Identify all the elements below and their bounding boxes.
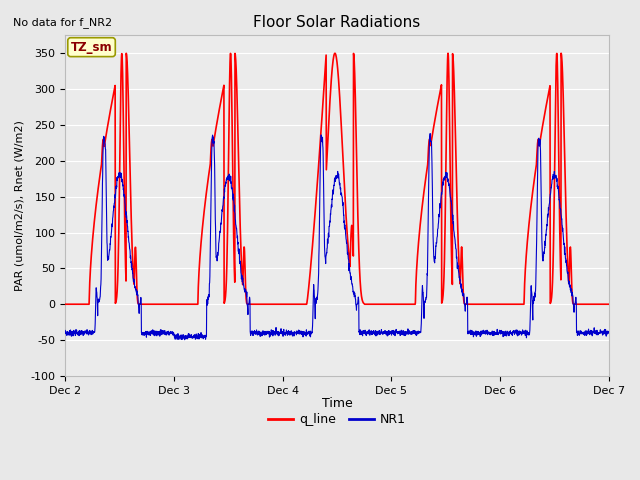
Legend: q_line, NR1: q_line, NR1 [263, 408, 411, 431]
Text: No data for f_NR2: No data for f_NR2 [13, 17, 112, 28]
X-axis label: Time: Time [322, 397, 353, 410]
Title: Floor Solar Radiations: Floor Solar Radiations [253, 15, 420, 30]
Text: TZ_sm: TZ_sm [70, 41, 113, 54]
Y-axis label: PAR (umol/m2/s), Rnet (W/m2): PAR (umol/m2/s), Rnet (W/m2) [15, 120, 25, 291]
